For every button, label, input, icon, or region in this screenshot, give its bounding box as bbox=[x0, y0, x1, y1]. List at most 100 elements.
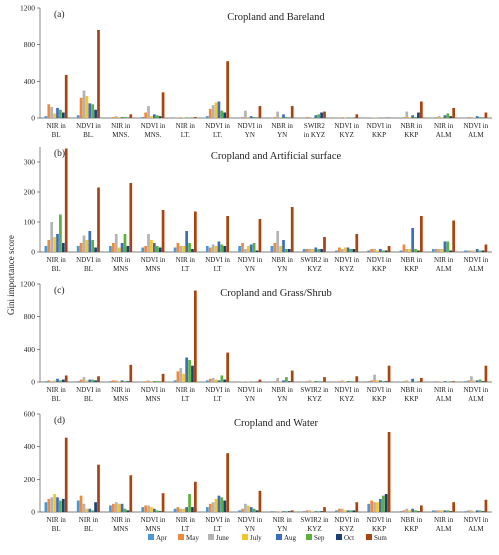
bar-july bbox=[344, 510, 347, 512]
bar-sum bbox=[452, 108, 455, 118]
bar-sum bbox=[194, 212, 197, 253]
bar-july bbox=[118, 117, 121, 118]
bar-aug bbox=[476, 116, 479, 118]
bar-sep bbox=[285, 511, 288, 512]
bar-apr bbox=[432, 510, 435, 512]
bar-sum bbox=[452, 502, 455, 512]
category-label-line2: LT bbox=[181, 525, 190, 533]
bar-may bbox=[467, 251, 470, 253]
y-tick-label: 1200 bbox=[20, 4, 35, 13]
bar-sum bbox=[97, 30, 100, 118]
bar-oct bbox=[159, 116, 162, 118]
bar-sum bbox=[259, 380, 262, 382]
bar-may bbox=[370, 501, 373, 512]
bar-june bbox=[470, 510, 473, 512]
category-label-line2: MNS. bbox=[145, 131, 162, 139]
bar-sep bbox=[156, 246, 159, 252]
y-tick-label: 600 bbox=[24, 410, 36, 419]
bar-may bbox=[80, 98, 83, 118]
bar-apr bbox=[45, 116, 48, 118]
bar-apr bbox=[367, 381, 370, 382]
bar-july bbox=[118, 504, 121, 512]
category-label-line2: KKP bbox=[404, 395, 418, 403]
category-label-line1: NIR in bbox=[111, 122, 131, 130]
bar-may bbox=[435, 381, 438, 382]
bar-june bbox=[50, 222, 53, 252]
bar-june bbox=[373, 375, 376, 382]
bar-aug bbox=[88, 231, 91, 252]
legend-swatch-apr bbox=[148, 534, 154, 540]
bar-oct bbox=[62, 499, 65, 512]
category-label-line2: BL. bbox=[83, 131, 94, 139]
category-label-line2: ALM bbox=[436, 131, 452, 139]
category-label-line1: NDVI in bbox=[334, 516, 359, 524]
bar-july bbox=[86, 509, 89, 512]
category-label-line2: KKP bbox=[404, 265, 418, 273]
category-label-line1: NDVI in bbox=[205, 122, 230, 130]
bar-oct bbox=[159, 248, 162, 253]
category-label-line1: SWIR2 bbox=[304, 122, 326, 130]
y-tick-label: 0 bbox=[31, 378, 35, 387]
category-label-line2: YN bbox=[245, 131, 255, 139]
category-label-line1: NDVI in bbox=[238, 386, 263, 394]
bar-apr bbox=[174, 509, 177, 512]
bar-aug bbox=[314, 381, 317, 382]
bar-july bbox=[344, 248, 347, 253]
bar-sep bbox=[59, 380, 62, 382]
bar-july bbox=[279, 246, 282, 252]
bar-sum bbox=[388, 246, 391, 252]
bar-june bbox=[115, 234, 118, 252]
bar-sep bbox=[350, 249, 353, 252]
bar-sum bbox=[355, 502, 358, 512]
bar-apr bbox=[367, 251, 370, 253]
bar-oct bbox=[223, 380, 226, 382]
bar-apr bbox=[77, 501, 80, 512]
category-label-line1: NDVI in bbox=[238, 256, 263, 264]
bar-july bbox=[376, 380, 379, 382]
bar-oct bbox=[223, 501, 226, 512]
bar-sum bbox=[162, 92, 165, 118]
panel-title: Cropland and Grass/Shrub bbox=[220, 288, 331, 299]
bar-july bbox=[86, 96, 89, 118]
bar-sep bbox=[414, 117, 417, 118]
bar-aug bbox=[56, 497, 59, 512]
bar-aug bbox=[444, 510, 447, 512]
bar-june bbox=[309, 510, 312, 512]
bar-june bbox=[50, 381, 53, 382]
category-label-line1: NDVI in bbox=[464, 256, 489, 264]
bar-may bbox=[112, 243, 115, 252]
category-label-line2: MNS bbox=[145, 265, 160, 273]
category-label-line1: NBR in bbox=[271, 122, 293, 130]
bar-may bbox=[435, 117, 438, 118]
category-label-line1: NDVI in bbox=[76, 386, 101, 394]
bar-aug bbox=[282, 380, 285, 382]
category-label-line2: LT bbox=[181, 395, 190, 403]
y-tick-label: 400 bbox=[24, 77, 36, 86]
bar-july bbox=[182, 509, 185, 512]
bar-may bbox=[273, 117, 276, 118]
bar-sep bbox=[479, 380, 482, 382]
bar-sum bbox=[323, 377, 326, 382]
bar-aug bbox=[185, 231, 188, 252]
bar-sum bbox=[291, 207, 294, 252]
bar-sep bbox=[253, 243, 256, 252]
bar-may bbox=[467, 380, 470, 382]
bar-sep bbox=[156, 510, 159, 512]
bar-sep bbox=[91, 510, 94, 512]
bar-apr bbox=[432, 249, 435, 252]
bar-apr bbox=[400, 251, 403, 253]
bar-oct bbox=[256, 510, 259, 512]
bar-july bbox=[215, 499, 218, 512]
bar-sep bbox=[446, 242, 449, 253]
bar-june bbox=[405, 249, 408, 252]
bar-oct bbox=[417, 251, 420, 253]
bar-may bbox=[435, 510, 438, 512]
bar-sep bbox=[91, 240, 94, 252]
bar-july bbox=[279, 381, 282, 382]
bar-june bbox=[405, 112, 408, 118]
legend-label-apr: Apr bbox=[156, 534, 168, 542]
bar-sep bbox=[124, 381, 127, 382]
category-label-line1: NIR in bbox=[273, 516, 293, 524]
y-axis-title: Gini importance score bbox=[6, 235, 16, 315]
bar-oct bbox=[385, 494, 388, 512]
